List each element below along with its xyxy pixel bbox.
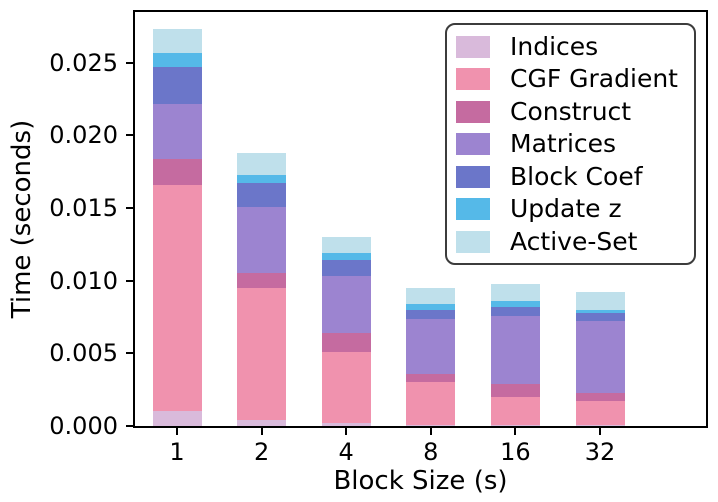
y-tick-mark: [126, 279, 133, 282]
bar-segment-2-indices: [237, 420, 287, 426]
bar-segment-16-cgf-gradient: [490, 396, 540, 425]
bar-segment-16-block-coef: [490, 306, 540, 316]
bar-segment-32-indices: [575, 424, 625, 426]
legend-label: Construct: [510, 96, 632, 126]
legend-swatch-matrices: [456, 133, 490, 155]
y-tick-mark: [126, 425, 133, 427]
bar-segment-1-cgf-gradient: [152, 184, 202, 412]
legend-swatch-active-set: [456, 230, 490, 253]
bar-segment-4-active-set: [321, 237, 371, 254]
x-tick-label: 8: [423, 438, 439, 466]
x-tick-label: 4: [338, 438, 354, 466]
bar-segment-4-block-coef: [321, 260, 371, 277]
bar-segment-2-active-set: [237, 152, 287, 175]
y-tick-label: 0.020: [49, 121, 118, 150]
x-tick-label: 32: [584, 438, 616, 466]
bar-segment-4-matrices: [321, 276, 371, 334]
y-tick-mark: [126, 352, 133, 355]
x-tick-mark: [176, 428, 178, 435]
plot-area: Indices CGF Gradient Construct Matrices Bloc…: [133, 10, 708, 428]
y-tick-label: 0.010: [49, 266, 118, 295]
bar-segment-1-matrices: [152, 103, 202, 159]
bar-segment-4-indices: [321, 423, 371, 426]
bar-segment-2-block-coef: [237, 183, 287, 207]
bar-segment-8-indices: [406, 424, 456, 426]
bar-segment-1-indices: [152, 411, 202, 426]
bar-segment-8-active-set: [406, 288, 456, 304]
x-tick-mark: [429, 428, 432, 435]
legend-item-construct: Construct: [447, 96, 694, 126]
bar-segment-32-update-z: [575, 309, 625, 313]
bar-segment-8-construct: [406, 373, 456, 383]
bar-segment-8-cgf-gradient: [406, 382, 456, 425]
y-tick-mark: [126, 134, 133, 137]
x-tick-label: 16: [500, 438, 531, 466]
bar-segment-1-construct: [152, 158, 202, 185]
bar-segment-8-block-coef: [406, 309, 456, 319]
legend-item-indices: Indices: [447, 31, 694, 61]
bar-segment-1-active-set: [152, 29, 202, 53]
bar-segment-16-indices: [490, 424, 540, 426]
legend-label: Active-Set: [510, 226, 638, 256]
bar-segment-2-cgf-gradient: [237, 288, 287, 421]
bar-segment-32-active-set: [575, 292, 625, 310]
bar-segment-4-update-z: [321, 253, 371, 261]
x-tick-mark: [260, 428, 263, 435]
legend-label: Block Coef: [510, 161, 643, 191]
x-axis-label: Block Size (s): [333, 466, 508, 496]
bar-segment-32-cgf-gradient: [575, 401, 625, 425]
bar-segment-2-construct: [237, 273, 287, 288]
legend: Indices CGF Gradient Construct Matrices Bloc…: [445, 23, 696, 265]
y-tick-label: 0.025: [49, 48, 118, 77]
bar-segment-16-active-set: [490, 283, 540, 302]
legend-swatch-construct: [456, 100, 490, 123]
legend-swatch-update-z: [456, 198, 490, 220]
legend-item-cgf-gradient: CGF Gradient: [447, 65, 694, 93]
bar-segment-16-update-z: [490, 301, 540, 307]
bar-segment-2-matrices: [237, 206, 287, 274]
x-tick-mark: [514, 428, 517, 435]
legend-swatch-indices: [456, 35, 490, 58]
y-tick-mark: [126, 207, 133, 210]
bar-segment-16-construct: [490, 383, 540, 397]
legend-label: Update z: [510, 194, 622, 223]
legend-label: Indices: [510, 31, 599, 61]
legend-label: Matrices: [510, 129, 617, 158]
legend-swatch-block-coef: [456, 165, 490, 188]
bar-segment-4-construct: [321, 333, 371, 352]
bar-segment-32-block-coef: [575, 312, 625, 322]
y-tick-label: 0.015: [49, 194, 118, 223]
bar-segment-1-block-coef: [152, 67, 202, 104]
bar-segment-32-matrices: [575, 321, 625, 393]
bar-segment-8-matrices: [406, 318, 456, 374]
x-tick-label: 2: [253, 438, 270, 466]
bar-segment-1-update-z: [152, 52, 202, 68]
legend-item-update-z: Update z: [447, 195, 694, 223]
bar-segment-32-construct: [575, 392, 625, 402]
x-tick-mark: [345, 428, 348, 435]
legend-item-matrices: Matrices: [447, 130, 694, 158]
legend-swatch-cgf-gradient: [456, 68, 490, 90]
legend-item-active-set: Active-Set: [447, 226, 694, 256]
bar-segment-8-update-z: [406, 304, 456, 310]
x-tick-mark: [599, 428, 601, 435]
y-tick-label: 0.005: [49, 339, 118, 368]
x-tick-label: 1: [169, 438, 185, 466]
y-tick-mark: [126, 61, 133, 64]
bar-segment-2-update-z: [237, 174, 287, 184]
y-tick-label: 0.000: [49, 412, 118, 440]
bar-segment-16-matrices: [490, 315, 540, 384]
legend-label: CGF Gradient: [510, 64, 678, 93]
legend-item-block-coef: Block Coef: [447, 161, 694, 191]
bar-segment-4-cgf-gradient: [321, 351, 371, 424]
